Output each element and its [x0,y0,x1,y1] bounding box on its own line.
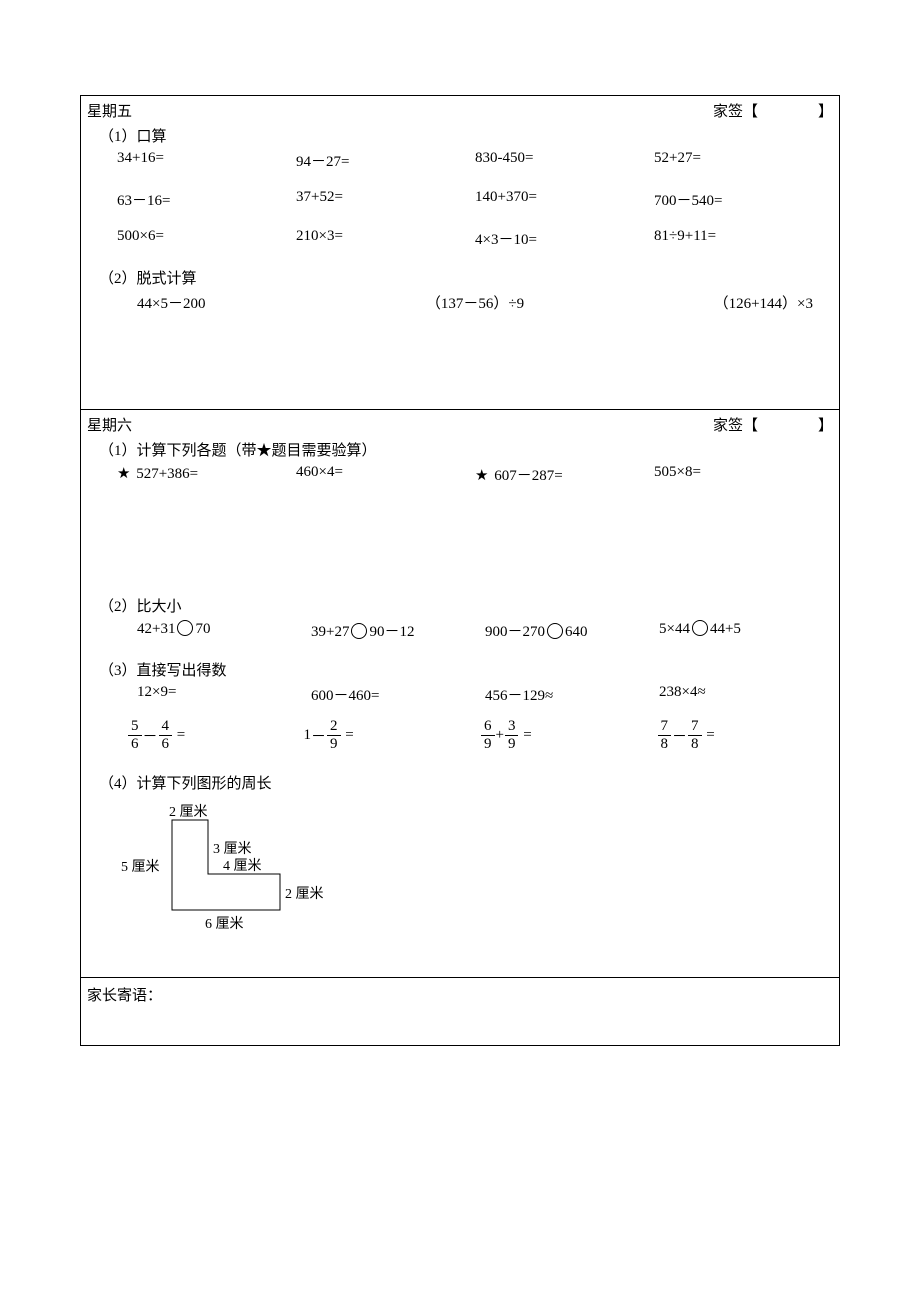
fri-sub2: （2）脱式计算 [99,267,833,288]
frac-expr: 1－29 = [304,719,481,752]
fraction: 78 [658,719,672,752]
dim-label: 2 厘米 [169,801,208,821]
friday-title: 星期五 [87,100,132,121]
compare-expr: 5×4444+5 [659,620,833,641]
expr: 460×4= [296,464,475,485]
fraction: 39 [505,719,519,752]
sat-sub1: （1）计算下列各题（带★题目需要验算） [99,439,833,460]
fri-row4: 44×5－200 （137－56）÷9 （126+144）×3 [137,292,833,313]
fri-row3: 500×6= 210×3= 4×3－10= 81÷9+11= [117,228,833,249]
sat-sub2: （2）比大小 [99,595,833,616]
expr: 527+386= [117,464,296,485]
sat-sub3: （3）直接写出得数 [99,659,833,680]
expr: 607－287= [475,464,654,485]
saturday-title: 星期六 [87,414,132,435]
fraction: 46 [159,719,173,752]
perimeter-figure: 2 厘米3 厘米4 厘米2 厘米6 厘米5 厘米 [111,801,833,961]
parent-message-section: 家长寄语： [81,978,839,1045]
dim-label: 4 厘米 [223,855,262,875]
expr: 63－16= [117,189,296,210]
expr: 12×9= [137,684,311,705]
frac-expr: 56－46 = [127,719,304,752]
expr: 700－540= [654,189,833,210]
star-icon [475,468,490,484]
fraction: 69 [481,719,495,752]
compare-expr: 39+2790－12 [311,620,485,641]
sign-open: 家签【 [713,418,758,434]
dim-label: 6 厘米 [205,913,244,933]
fraction: 29 [327,719,341,752]
sign-close: 】 [818,418,833,434]
expr: 81÷9+11= [654,228,833,249]
compare-circle [177,620,193,636]
expr: 4×3－10= [475,228,654,249]
fri-row1: 34+16= 94－27= 830-450= 52+27= [117,150,833,171]
fri-row2: 63－16= 37+52= 140+370= 700－540= [117,189,833,210]
parent-message-label: 家长寄语： [87,988,162,1004]
frac-expr: 69+39 = [480,719,657,752]
expr: 94－27= [296,150,475,171]
compare-circle [692,620,708,636]
friday-section: 星期五 家签【 】 （1）口算 34+16= 94－27= 830-450= 52… [81,96,839,410]
dim-label: 2 厘米 [285,883,324,903]
expr: 44×5－200 [137,292,362,313]
fraction: 56 [128,719,142,752]
expr: 34+16= [117,150,296,171]
expr: 456－129≈ [485,684,659,705]
fri-sub1: （1）口算 [99,125,833,146]
compare-expr: 900－270640 [485,620,659,641]
saturday-section: 星期六 家签【 】 （1）计算下列各题（带★题目需要验算） 527+386= 46… [81,410,839,978]
expr: 210×3= [296,228,475,249]
sign-close: 】 [818,104,833,120]
compare-circle [547,623,563,639]
sat-sub4: （4）计算下列图形的周长 [99,772,833,793]
sat-row3: 12×9= 600－460= 456－129≈ 238×4≈ [137,684,833,705]
expr: 500×6= [117,228,296,249]
expr: 830-450= [475,150,654,171]
dim-label: 5 厘米 [121,856,160,876]
compare-expr: 42+3170 [137,620,311,641]
fraction: 78 [688,719,702,752]
expr: 505×8= [654,464,833,485]
expr: （137－56）÷9 [362,292,587,313]
sat-row2: 42+317039+2790－12900－2706405×4444+5 [137,620,833,641]
expr: 37+52= [296,189,475,210]
saturday-sign: 家签【 】 [713,414,833,435]
saturday-header: 星期六 家签【 】 [87,414,833,435]
sat-row1: 527+386= 460×4= 607－287= 505×8= [117,464,833,485]
friday-header: 星期五 家签【 】 [87,100,833,121]
expr: 52+27= [654,150,833,171]
frac-expr: 78－78 = [657,719,834,752]
sign-open: 家签【 [713,104,758,120]
expr: （126+144）×3 [588,292,833,313]
expr: 238×4≈ [659,684,833,705]
expr: 140+370= [475,189,654,210]
sat-row4: 56－46 =1－29 =69+39 =78－78 = [127,719,833,752]
star-icon [117,466,132,482]
compare-circle [351,623,367,639]
friday-sign: 家签【 】 [713,100,833,121]
expr: 600－460= [311,684,485,705]
